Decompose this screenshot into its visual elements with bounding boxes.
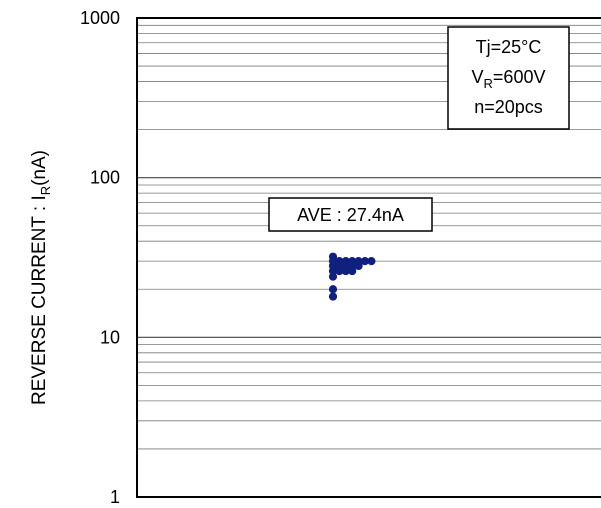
y-axis-label-unit: (nA) [29,150,50,186]
average-annotation-text: AVE : 27.4nA [297,205,404,225]
data-point [341,257,350,266]
data-point [335,257,344,266]
data-point [354,257,363,266]
y-tick-label: 1000 [80,8,120,28]
condition-voltage: VR=600V [472,67,546,91]
data-point [348,257,357,266]
data-point [328,292,338,301]
average-annotation-frame [268,197,433,232]
condition-sample-count: n=20pcs [474,97,543,117]
data-point [328,285,338,294]
plot-frame [136,17,601,498]
y-axis-label-main: REVERSE CURRENT : I [29,195,50,405]
y-tick-label: 100 [90,168,120,188]
data-point [360,257,370,266]
data-point [328,252,338,261]
y-tick-label: 1 [110,487,120,507]
y-tick-label: 10 [100,327,120,347]
average-annotation: AVE : 27.4nA [268,197,433,232]
data-points [328,252,376,301]
conditions-box: Tj=25°C VR=600V n=20pcs [447,26,570,130]
y-tick-labels: 1 10 100 1000 [80,8,120,507]
condition-temperature: Tj=25°C [476,37,542,57]
data-point [367,257,376,266]
y-axis-label: REVERSE CURRENT : IR(nA) [29,150,53,405]
conditions-box-frame [447,26,570,130]
y-axis-label-subscript: R [38,186,53,195]
